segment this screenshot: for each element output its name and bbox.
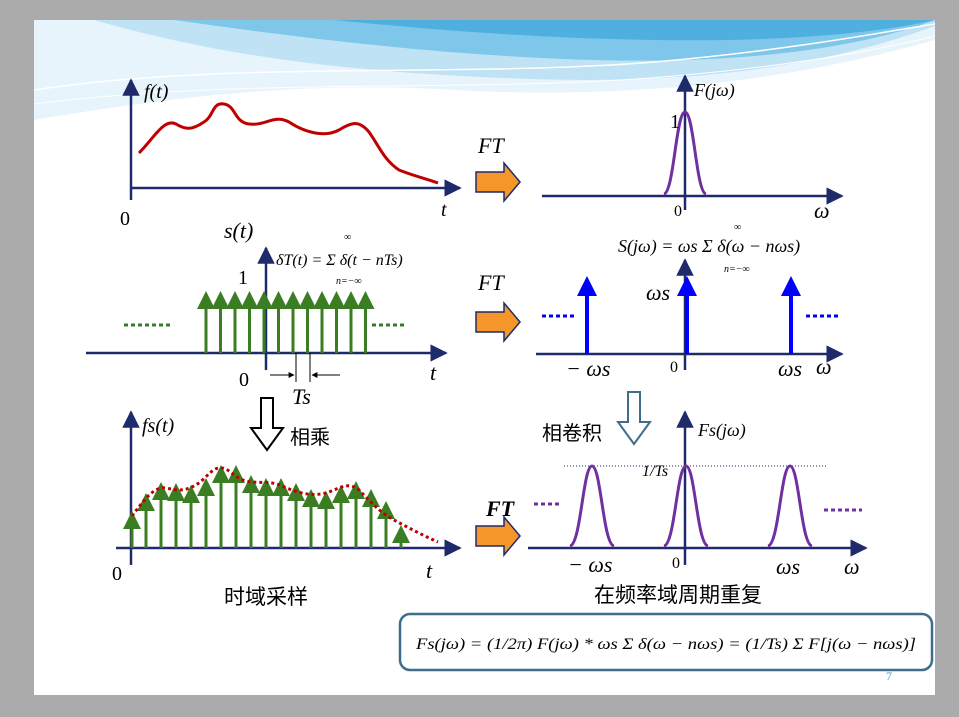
s-t-origin: 0 xyxy=(239,369,249,391)
fs-t-origin: 0 xyxy=(112,563,122,585)
multiply-down-arrow xyxy=(249,397,285,452)
time-sampling-caption: 时域采样 xyxy=(224,585,308,609)
Fs-jw-origin: 0 xyxy=(672,555,680,572)
ft-label-2: FT xyxy=(477,270,505,295)
S-jw-xlabel: ω xyxy=(816,354,832,379)
F-jw-xlabel: ω xyxy=(814,198,830,223)
panel-s-t: s(t) δT(t) = Σ δ(t − nTs) ∞ n=−∞ 1 0 t T… xyxy=(86,218,448,409)
s-t-unit: 1 xyxy=(238,267,248,289)
S-jw-origin: 0 xyxy=(670,359,678,376)
bottom-formula-box: Fs(jω) = (1/2π) F(jω) * ωs Σ δ(ω − nωs) … xyxy=(398,612,934,672)
convolve-label: 相卷积 xyxy=(542,421,602,445)
ft-label-1: FT xyxy=(477,133,505,158)
fs-t-sampled-impulses xyxy=(123,465,410,548)
panel-S-jw: S(jω) = ωs Σ δ(ω − nωs) ∞ n=−∞ ωs − ωs 0… xyxy=(536,222,844,381)
convolve-down-arrow xyxy=(616,391,652,446)
F-jw-peak: 1 xyxy=(670,111,680,133)
Fs-jw-level: 1/Ts xyxy=(642,463,668,480)
sampling-diagram: f(t) 0 t s(t) δT(t) = Σ δ(t − nTs) ∞ n=−… xyxy=(34,20,935,683)
panel-fs-t: fs(t) 0 t 时域采样 xyxy=(112,410,462,609)
Fs-jw-pulse-neg xyxy=(569,464,615,548)
f-t-signal-curve xyxy=(137,102,439,185)
F-jw-ylabel: F(jω) xyxy=(693,80,735,101)
s-t-formula: δT(t) = Σ δ(t − nTs) xyxy=(276,252,403,269)
ft-arrow-1 xyxy=(475,160,521,204)
s-t-ylabel: s(t) xyxy=(224,218,253,243)
S-jw-sum-upper: ∞ xyxy=(734,222,741,233)
panel-F-jw: F(jω) 1 0 ω xyxy=(542,74,844,223)
f-t-origin: 0 xyxy=(120,208,130,230)
S-jw-pos-label: ωs xyxy=(778,356,802,381)
Fs-jw-pulse-pos xyxy=(767,464,813,548)
Fs-jw-neg-label: − ωs xyxy=(568,552,612,577)
s-t-xlabel: t xyxy=(430,360,437,385)
freq-repeat-caption: 在频率域周期重复 xyxy=(594,583,762,607)
Fs-jw-ylabel: Fs(jω) xyxy=(697,420,746,441)
arrows-group: FT FT FT 相乘 相卷积 xyxy=(249,133,652,558)
ft-label-3: FT xyxy=(485,496,516,521)
S-jw-height: ωs xyxy=(646,280,670,305)
slide: f(t) 0 t s(t) δT(t) = Σ δ(t − nTs) ∞ n=−… xyxy=(34,20,935,695)
ft-arrow-3 xyxy=(475,514,521,558)
page-number: 7 xyxy=(886,669,892,683)
Fs-jw-pos-label: ωs xyxy=(776,554,800,579)
s-t-impulse-train xyxy=(197,291,375,353)
panel-Fs-jw: Fs(jω) 1/Ts − ωs 0 ωs ω 在频率域周期重复 xyxy=(528,410,868,607)
fs-t-ylabel: fs(t) xyxy=(142,415,175,437)
header-wave-decoration xyxy=(34,20,935,120)
s-t-sum-lower: n=−∞ xyxy=(336,276,362,287)
F-jw-origin: 0 xyxy=(674,203,682,220)
Fs-jw-pulse-zero xyxy=(663,464,709,548)
multiply-label: 相乘 xyxy=(290,425,330,449)
fs-t-xlabel: t xyxy=(426,558,433,583)
f-t-ylabel: f(t) xyxy=(144,81,169,103)
fs-t-envelope xyxy=(130,466,439,544)
ft-arrow-2 xyxy=(475,300,521,344)
panel-f-t: f(t) 0 t xyxy=(120,78,462,230)
f-t-xlabel: t xyxy=(441,199,447,221)
s-t-sum-upper: ∞ xyxy=(344,232,351,243)
S-jw-neg-label: − ωs xyxy=(566,356,610,381)
s-t-period: Ts xyxy=(292,384,311,409)
bottom-formula: Fs(jω) = (1/2π) F(jω) * ωs Σ δ(ω − nωs) … xyxy=(415,636,916,653)
Fs-jw-xlabel: ω xyxy=(844,554,860,579)
S-jw-sum-lower: n=−∞ xyxy=(724,264,750,275)
formula-frame xyxy=(398,612,934,672)
S-jw-formula: S(jω) = ωs Σ δ(ω − nωs) xyxy=(618,236,800,257)
F-jw-pulse xyxy=(662,110,708,196)
